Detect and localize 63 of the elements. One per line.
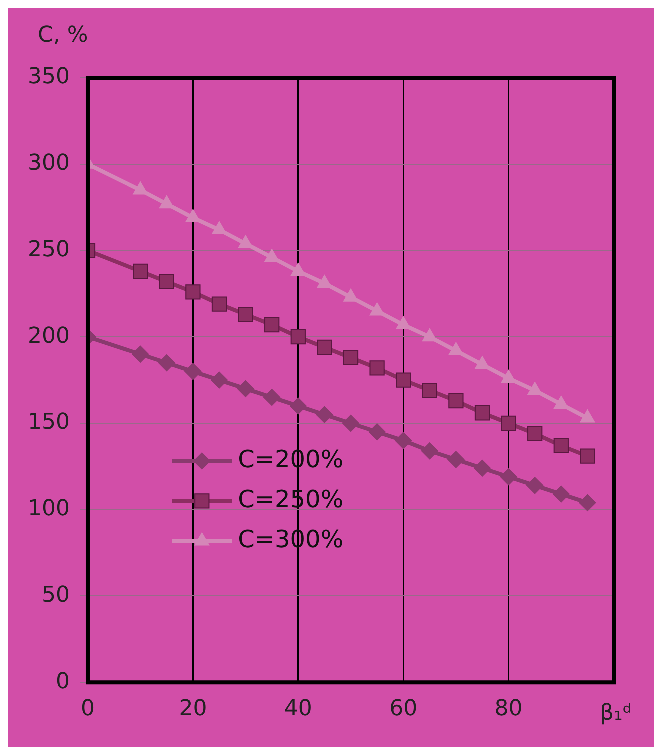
point — [474, 406, 490, 421]
point — [421, 442, 438, 460]
point — [290, 262, 306, 276]
point — [316, 406, 334, 424]
point — [342, 414, 360, 432]
y-axis-title: C, % — [38, 23, 88, 48]
point — [264, 389, 281, 406]
point — [212, 222, 227, 235]
x-tick-label: 40 — [284, 696, 312, 722]
y-tick-label: 50 — [42, 582, 70, 608]
point — [184, 363, 202, 380]
point — [186, 209, 201, 222]
point — [448, 451, 465, 468]
point — [238, 235, 254, 248]
point — [264, 317, 280, 333]
point — [395, 432, 412, 450]
point — [501, 416, 516, 432]
point — [396, 372, 412, 388]
point — [368, 424, 386, 441]
point — [579, 494, 596, 512]
point — [290, 398, 307, 415]
y-tick-label: 300 — [28, 151, 70, 176]
point — [343, 350, 359, 366]
point — [422, 383, 438, 398]
point — [370, 302, 385, 316]
point — [474, 460, 491, 477]
point — [528, 426, 543, 442]
point — [317, 340, 332, 356]
point — [210, 372, 228, 389]
x-axis-title: β₁ᵈ — [600, 700, 632, 726]
y-tick-label: 150 — [28, 410, 70, 436]
point — [159, 274, 174, 290]
point — [448, 393, 464, 409]
point — [212, 296, 228, 312]
point — [158, 354, 176, 372]
x-tick-label: 60 — [390, 696, 418, 722]
point — [238, 307, 254, 322]
x-tick-label: 20 — [179, 696, 208, 722]
y-tick-label: 250 — [28, 237, 70, 262]
point — [580, 448, 596, 464]
y-tick-label: 350 — [28, 64, 70, 90]
point — [501, 370, 516, 384]
point — [526, 477, 544, 494]
point — [290, 330, 306, 345]
point — [554, 438, 569, 454]
y-tick-label: 0 — [56, 669, 70, 694]
y-tick-label: 100 — [28, 496, 70, 522]
point — [133, 264, 148, 280]
point — [186, 284, 201, 300]
point — [500, 468, 518, 486]
point — [237, 380, 254, 398]
x-tick-label: 0 — [80, 696, 95, 722]
point — [370, 360, 385, 376]
point — [133, 182, 148, 195]
point — [159, 196, 174, 209]
point — [264, 249, 280, 262]
y-tick-label: 200 — [28, 324, 70, 349]
point — [344, 288, 358, 302]
point — [317, 275, 332, 288]
point — [422, 328, 438, 342]
point — [552, 486, 570, 503]
point — [132, 346, 150, 363]
x-tick-label: 80 — [494, 696, 523, 722]
